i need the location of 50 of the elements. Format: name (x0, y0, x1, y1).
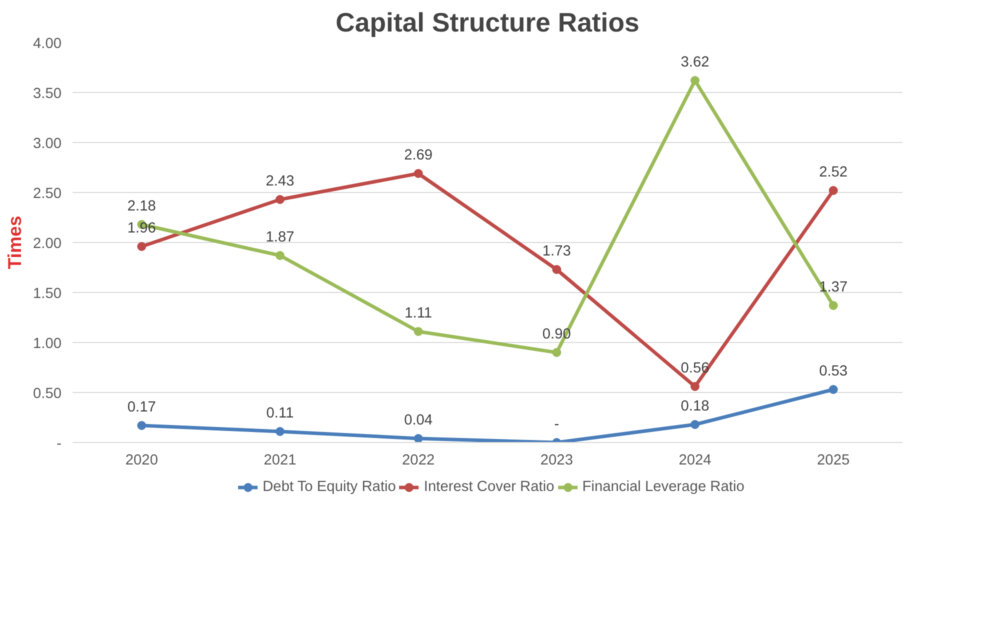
data-label: 0.17 (127, 400, 156, 416)
data-label: 0.04 (404, 412, 433, 428)
point (137, 421, 146, 430)
y-tick-label: 4.00 (32, 36, 62, 52)
y-tick-label: 0.50 (32, 386, 62, 402)
y-tick-label: 3.00 (32, 136, 62, 152)
x-tick-label: 2024 (678, 452, 712, 468)
data-label: - (554, 416, 560, 432)
x-tick-label: 2023 (540, 452, 573, 468)
point (828, 385, 838, 394)
data-label: 1.73 (542, 244, 571, 260)
data-label: 2.43 (266, 174, 294, 190)
point (690, 76, 700, 85)
point (828, 301, 838, 310)
y-tick-label: - (56, 436, 62, 452)
point (690, 382, 700, 391)
legend-label: Interest Cover Ratio (424, 479, 554, 495)
legend-label: Financial Leverage Ratio (582, 479, 744, 495)
y-tick-label: 1.50 (32, 286, 62, 302)
y-tick-label: 2.00 (32, 236, 62, 252)
y-tick-label: 2.50 (32, 186, 62, 202)
point (276, 195, 284, 204)
point (414, 434, 423, 442)
y-axis-title: Times (4, 216, 25, 270)
data-label: 2.69 (404, 148, 433, 164)
point (276, 427, 284, 436)
point (828, 186, 838, 195)
point (276, 251, 284, 260)
data-label: 2.18 (127, 198, 156, 214)
data-label: 2.52 (819, 164, 848, 180)
data-label: 0.53 (819, 364, 848, 380)
y-tick-label: 1.00 (32, 336, 62, 352)
point (690, 420, 700, 429)
point (137, 242, 146, 251)
point (552, 265, 562, 274)
x-tick-label: 2021 (264, 452, 296, 468)
x-tick-label: 2022 (402, 452, 435, 468)
data-label: 1.87 (266, 230, 294, 246)
x-tick-label: 2020 (125, 452, 158, 468)
x-tick-label: 2025 (817, 452, 850, 468)
data-label: 1.11 (404, 306, 432, 322)
data-label: 0.18 (680, 398, 710, 414)
data-label: 0.11 (266, 406, 294, 422)
y-tick-label: 3.50 (32, 86, 62, 102)
point (414, 169, 423, 178)
legend-label: Debt To Equity Ratio (262, 479, 396, 495)
data-label: 3.62 (680, 54, 710, 70)
point (552, 348, 562, 357)
chart-title: Capital Structure Ratios (336, 8, 640, 38)
point (414, 327, 423, 336)
